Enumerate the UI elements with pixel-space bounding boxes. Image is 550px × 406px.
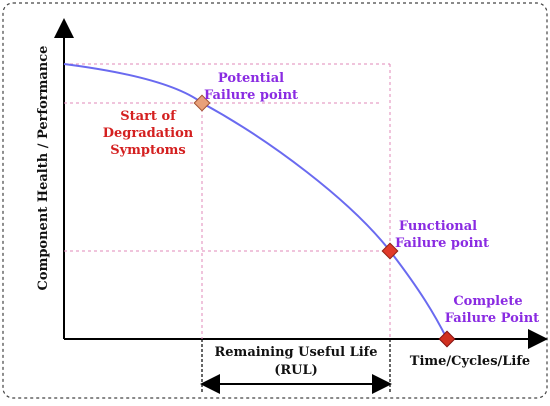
functional-label-line1: Functional bbox=[399, 219, 477, 234]
potential-label-line1: Potential bbox=[218, 71, 284, 86]
degradation-label-line3: Symptoms bbox=[110, 143, 186, 158]
functional-label-line2: Failure point bbox=[395, 236, 489, 251]
rul-label-line2: (RUL) bbox=[274, 363, 318, 378]
complete-failure-marker bbox=[438, 330, 456, 348]
rul-label-line1: Remaining Useful Life bbox=[214, 345, 377, 360]
outer-frame bbox=[2, 2, 548, 399]
x-axis-label: Time/Cycles/Life bbox=[410, 354, 530, 369]
potential-label-line2: Failure point bbox=[204, 88, 298, 103]
degradation-label-line1: Start of bbox=[120, 109, 177, 124]
rul-bounds bbox=[201, 339, 391, 392]
y-axis-label: Component Health / Performance bbox=[36, 46, 51, 291]
functional-failure-marker bbox=[381, 242, 399, 260]
health-curve bbox=[63, 63, 448, 340]
complete-label-line2: Failure Point bbox=[445, 311, 539, 326]
potential-failure-marker bbox=[193, 94, 211, 112]
degradation-label-line2: Degradation bbox=[103, 126, 194, 141]
guide-lines bbox=[64, 63, 391, 339]
complete-label-line1: Complete bbox=[453, 294, 522, 309]
